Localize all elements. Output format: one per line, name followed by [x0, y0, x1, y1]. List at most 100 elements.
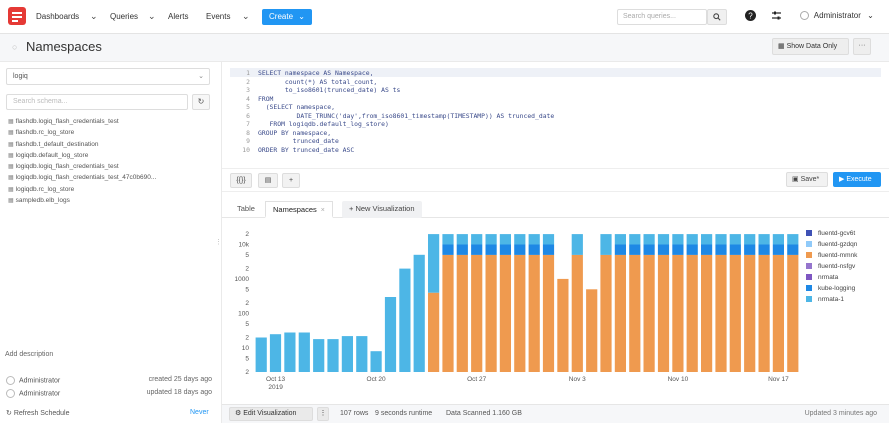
schema-toggle-button[interactable]: ▤ — [258, 173, 278, 188]
bar-segment-kube-logging[interactable] — [758, 244, 770, 255]
bar-segment-fluentd-mmnk[interactable] — [729, 254, 741, 372]
bar-segment-nrmata-1[interactable] — [600, 234, 612, 255]
bar-segment-nrmata-1[interactable] — [772, 234, 784, 245]
tab-table[interactable]: Table — [230, 201, 262, 218]
bar-segment-fluentd-mmnk[interactable] — [471, 254, 483, 372]
bar-segment-nrmata-1[interactable] — [399, 268, 411, 372]
schema-table-item[interactable]: ▦ logiqdb.logiq_flash_credentials_test_47… — [8, 174, 218, 185]
bar-segment-kube-logging[interactable] — [456, 244, 468, 255]
bar-segment-nrmata-1[interactable] — [384, 297, 397, 372]
bar-segment-nrmata-1[interactable] — [485, 234, 497, 245]
execute-button[interactable]: ▶ Execute — [833, 172, 881, 187]
bar-segment-fluentd-mmnk[interactable] — [772, 254, 784, 372]
bar-segment-kube-logging[interactable] — [643, 244, 655, 255]
bar-segment-fluentd-mmnk[interactable] — [586, 289, 598, 372]
bar-segment-kube-logging[interactable] — [715, 244, 727, 255]
schema-search-input[interactable]: Search schema... — [6, 94, 188, 110]
schema-table-item[interactable]: ▦ logiqdb.rc_log_store — [8, 186, 218, 197]
refresh-schedule-value[interactable]: Never — [190, 409, 209, 416]
bar-segment-fluentd-mmnk[interactable] — [672, 254, 684, 372]
save-button[interactable]: ▣ Save* — [786, 172, 828, 187]
datasource-select[interactable]: logiq ⌄ — [6, 68, 210, 85]
bar-segment-fluentd-mmnk[interactable] — [557, 278, 569, 372]
bar-segment-nrmata-1[interactable] — [643, 234, 655, 245]
bar-segment-nrmata-1[interactable] — [269, 334, 282, 372]
bar-segment-nrmata-1[interactable] — [428, 234, 440, 293]
bar-segment-fluentd-mmnk[interactable] — [600, 254, 612, 372]
chevron-down-icon[interactable]: ⌄ — [148, 11, 156, 21]
nav-queries[interactable]: Queries — [110, 12, 139, 21]
bar-segment-fluentd-mmnk[interactable] — [428, 292, 440, 372]
bar-segment-nrmata-1[interactable] — [614, 234, 626, 245]
create-button[interactable]: Create ⌄ — [262, 9, 312, 25]
schema-table-item[interactable]: ▦ flashdb.logiq_flash_credentials_test — [8, 118, 218, 129]
bar-segment-nrmata-1[interactable] — [456, 234, 468, 245]
bar-segment-fluentd-mmnk[interactable] — [715, 254, 727, 372]
bar-segment-nrmata-1[interactable] — [686, 234, 698, 245]
bar-segment-nrmata-1[interactable] — [657, 234, 670, 245]
bar-segment-kube-logging[interactable] — [499, 244, 511, 255]
bar-segment-nrmata-1[interactable] — [370, 351, 382, 372]
legend-item[interactable]: kube-logging — [806, 285, 857, 296]
bar-segment-nrmata-1[interactable] — [744, 234, 756, 245]
chevron-down-icon[interactable]: ⌄ — [242, 11, 250, 21]
bar-segment-fluentd-mmnk[interactable] — [542, 254, 555, 372]
bar-segment-fluentd-mmnk[interactable] — [744, 254, 756, 372]
bar-segment-nrmata-1[interactable] — [327, 339, 339, 372]
bar-segment-kube-logging[interactable] — [744, 244, 756, 255]
more-visualization-button[interactable]: ⋮ — [317, 407, 329, 421]
bar-segment-nrmata-1[interactable] — [729, 234, 741, 245]
bar-segment-nrmata-1[interactable] — [255, 337, 267, 373]
bar-segment-kube-logging[interactable] — [614, 244, 626, 255]
bar-segment-fluentd-mmnk[interactable] — [442, 254, 454, 372]
legend-item[interactable]: fluentd-mmnk — [806, 252, 857, 263]
query-editor[interactable]: 1 SELECT namespace AS Namespace, 2 count(… — [230, 66, 881, 168]
tab-namespaces[interactable]: Namespaces × — [265, 201, 333, 218]
edit-visualization-button[interactable]: ⚙ Edit Visualization — [229, 407, 313, 421]
help-icon[interactable]: ? — [745, 10, 756, 24]
schema-table-item[interactable]: ▦ flashdb.rc_log_store — [8, 129, 218, 140]
bar-segment-kube-logging[interactable] — [729, 244, 741, 255]
bar-segment-fluentd-mmnk[interactable] — [571, 254, 583, 372]
nav-dashboards[interactable]: Dashboards — [36, 12, 80, 21]
schema-table-item[interactable]: ▦ flashdb.t_default_destination — [8, 141, 218, 152]
bar-segment-nrmata-1[interactable] — [514, 234, 526, 245]
bar-segment-nrmata-1[interactable] — [284, 332, 296, 373]
bar-segment-kube-logging[interactable] — [657, 244, 670, 255]
add-parameter-button[interactable]: + — [282, 173, 300, 188]
bar-segment-fluentd-mmnk[interactable] — [456, 254, 468, 372]
bar-segment-kube-logging[interactable] — [485, 244, 497, 255]
legend-item[interactable]: fluentd-gcv6t — [806, 230, 857, 241]
bar-segment-fluentd-mmnk[interactable] — [614, 254, 626, 372]
bar-segment-fluentd-mmnk[interactable] — [643, 254, 655, 372]
bar-segment-fluentd-mmnk[interactable] — [657, 254, 670, 372]
legend-item[interactable]: nrmata — [806, 274, 857, 285]
resize-handle[interactable]: ⋮ — [215, 239, 222, 246]
legend-item[interactable]: fluentd-nsfgv — [806, 263, 857, 274]
bar-segment-kube-logging[interactable] — [701, 244, 713, 255]
search-button[interactable] — [707, 9, 727, 25]
bar-segment-nrmata-1[interactable] — [356, 336, 368, 372]
bar-segment-nrmata-1[interactable] — [341, 336, 353, 372]
schema-table-item[interactable]: ▦ logiqdb.logiq_flash_credentials_test — [8, 163, 218, 174]
new-visualization-button[interactable]: + New Visualization — [342, 201, 422, 218]
favorite-icon[interactable]: ○ — [12, 42, 18, 52]
bar-segment-kube-logging[interactable] — [442, 244, 454, 255]
refresh-schema-button[interactable]: ↻ — [192, 94, 210, 110]
chevron-down-icon[interactable]: ⌄ — [90, 11, 98, 21]
settings-icon[interactable] — [771, 10, 782, 24]
schema-table-item[interactable]: ▦ sampledb.elb_logs — [8, 197, 218, 208]
bar-segment-nrmata-1[interactable] — [471, 234, 483, 245]
format-query-button[interactable]: {{}} — [230, 173, 252, 188]
bar-segment-nrmata-1[interactable] — [528, 234, 540, 245]
bar-segment-nrmata-1[interactable] — [758, 234, 770, 245]
nav-events[interactable]: Events — [206, 12, 231, 21]
bar-segment-nrmata-1[interactable] — [413, 254, 425, 372]
bar-segment-kube-logging[interactable] — [542, 244, 555, 255]
legend-item[interactable]: fluentd-gzdqn — [806, 241, 857, 252]
bar-segment-fluentd-mmnk[interactable] — [787, 254, 799, 372]
bar-segment-nrmata-1[interactable] — [442, 234, 454, 245]
bar-segment-fluentd-mmnk[interactable] — [758, 254, 770, 372]
bar-segment-nrmata-1[interactable] — [787, 234, 799, 245]
logo-icon[interactable] — [6, 5, 28, 27]
